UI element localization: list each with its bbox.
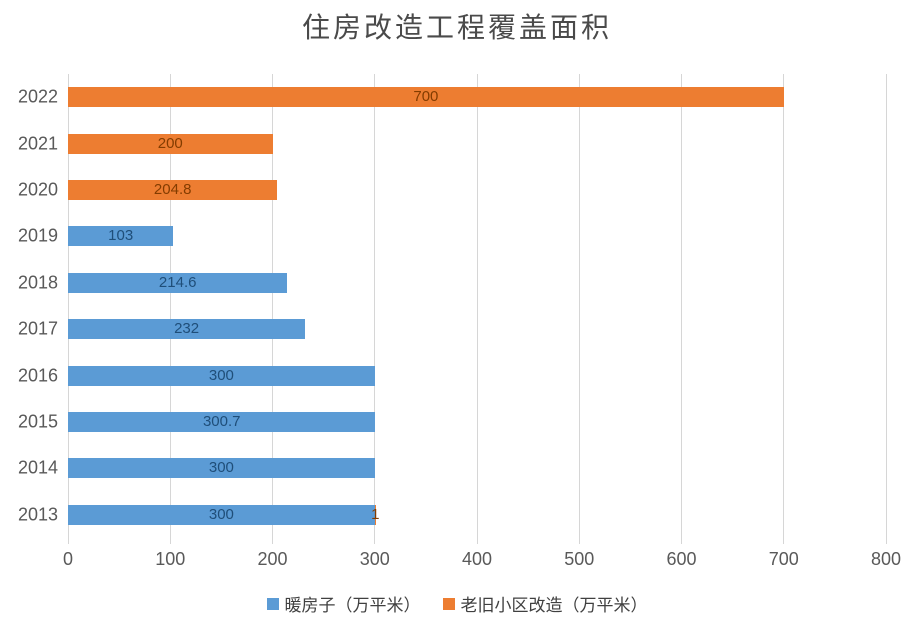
x-axis-label-100: 100 [155, 549, 186, 569]
bar-segment-2019 [68, 226, 174, 247]
gridline-100 [169, 74, 171, 544]
bar-segment-2020 [68, 180, 278, 200]
y-axis-label-2016: 2016 [17, 365, 58, 386]
y-axis-label-2014: 2014 [17, 457, 58, 478]
data-label: 214.6 [158, 273, 197, 291]
gridline-500 [578, 74, 580, 544]
bar-row-2013: 300 1 [68, 504, 886, 525]
bar-row-2018: 214.6 [68, 272, 886, 293]
y-axis-label-2017: 2017 [17, 318, 58, 339]
bar-row-2021: 200 [68, 133, 886, 154]
bar-segment-2013 [68, 504, 375, 525]
y-axis-label-2020: 2020 [17, 179, 58, 200]
bar-row-2015: 300.7 [68, 412, 886, 432]
bar-row-2020: 204.8 [68, 180, 886, 200]
x-axis-label-0: 0 [62, 549, 74, 569]
y-axis-label-2021: 2021 [17, 133, 58, 154]
legend-label: 老旧小区改造（万平米） [460, 596, 648, 615]
data-label: 200 [157, 134, 183, 152]
legend-item-0: 暖房子（万平米） [266, 591, 421, 616]
bar-segment-2015 [68, 412, 376, 432]
y-axis-label-2015: 2015 [17, 411, 58, 432]
y-axis-label-2013: 2013 [17, 504, 58, 525]
bar-row-2019: 103 [68, 226, 886, 247]
data-label: 300 [208, 459, 234, 477]
gridline-700 [783, 74, 785, 544]
chart-title: 住房改造工程覆盖面积 [301, 13, 612, 44]
legend-label: 暖房子（万平米） [284, 596, 421, 615]
data-label: 300 [208, 366, 234, 384]
bar-segment-2021 [68, 133, 273, 154]
gridline-0 [67, 74, 69, 544]
legend-item-1: 老旧小区改造（万平米） [442, 591, 648, 616]
data-label: 1 [371, 505, 380, 523]
gridline-800 [885, 74, 887, 544]
bar-segment-2016 [68, 365, 375, 386]
y-axis-label-2018: 2018 [17, 272, 58, 293]
legend-swatch-icon [266, 597, 279, 610]
data-label: 232 [174, 320, 200, 338]
data-label: 300.7 [202, 413, 241, 430]
bar-segment-2018 [68, 272, 288, 293]
x-axis-label-300: 300 [359, 549, 390, 569]
legend: 暖房子（万平米） 老旧小区改造（万平米） [0, 591, 914, 616]
bar-row-2014: 300 [68, 458, 886, 479]
bar-row-2022: 700 [68, 87, 886, 108]
gridline-200 [272, 74, 273, 544]
gridline-600 [681, 74, 682, 544]
gridline-300 [374, 74, 376, 544]
y-axis-label-2022: 2022 [17, 86, 58, 107]
bar-segment-2014 [68, 458, 375, 479]
data-label: 204.8 [153, 181, 192, 198]
bar-segment-2017 [68, 319, 306, 340]
bar-segment-2022 [68, 87, 784, 108]
data-label: 103 [108, 227, 134, 245]
x-axis-label-700: 700 [768, 549, 799, 569]
data-label: 300 [208, 505, 234, 523]
y-axis-label-2019: 2019 [17, 225, 58, 246]
legend-swatch-icon [442, 597, 455, 610]
gridline-400 [476, 74, 478, 544]
data-label: 700 [413, 88, 439, 106]
bar-segment-2013 [374, 504, 376, 525]
bar-row-2016: 300 [68, 365, 886, 386]
x-axis-label-500: 500 [564, 549, 595, 569]
plot-area: 700 200 204.8 103 214.6 232 300 300.7 300 300 1 [67, 74, 887, 544]
x-axis-label-800: 800 [870, 549, 902, 569]
bar-row-2017: 232 [68, 319, 886, 340]
x-axis-label-200: 200 [257, 549, 288, 569]
x-axis-label-600: 600 [666, 549, 697, 569]
x-axis-label-400: 400 [461, 549, 493, 569]
